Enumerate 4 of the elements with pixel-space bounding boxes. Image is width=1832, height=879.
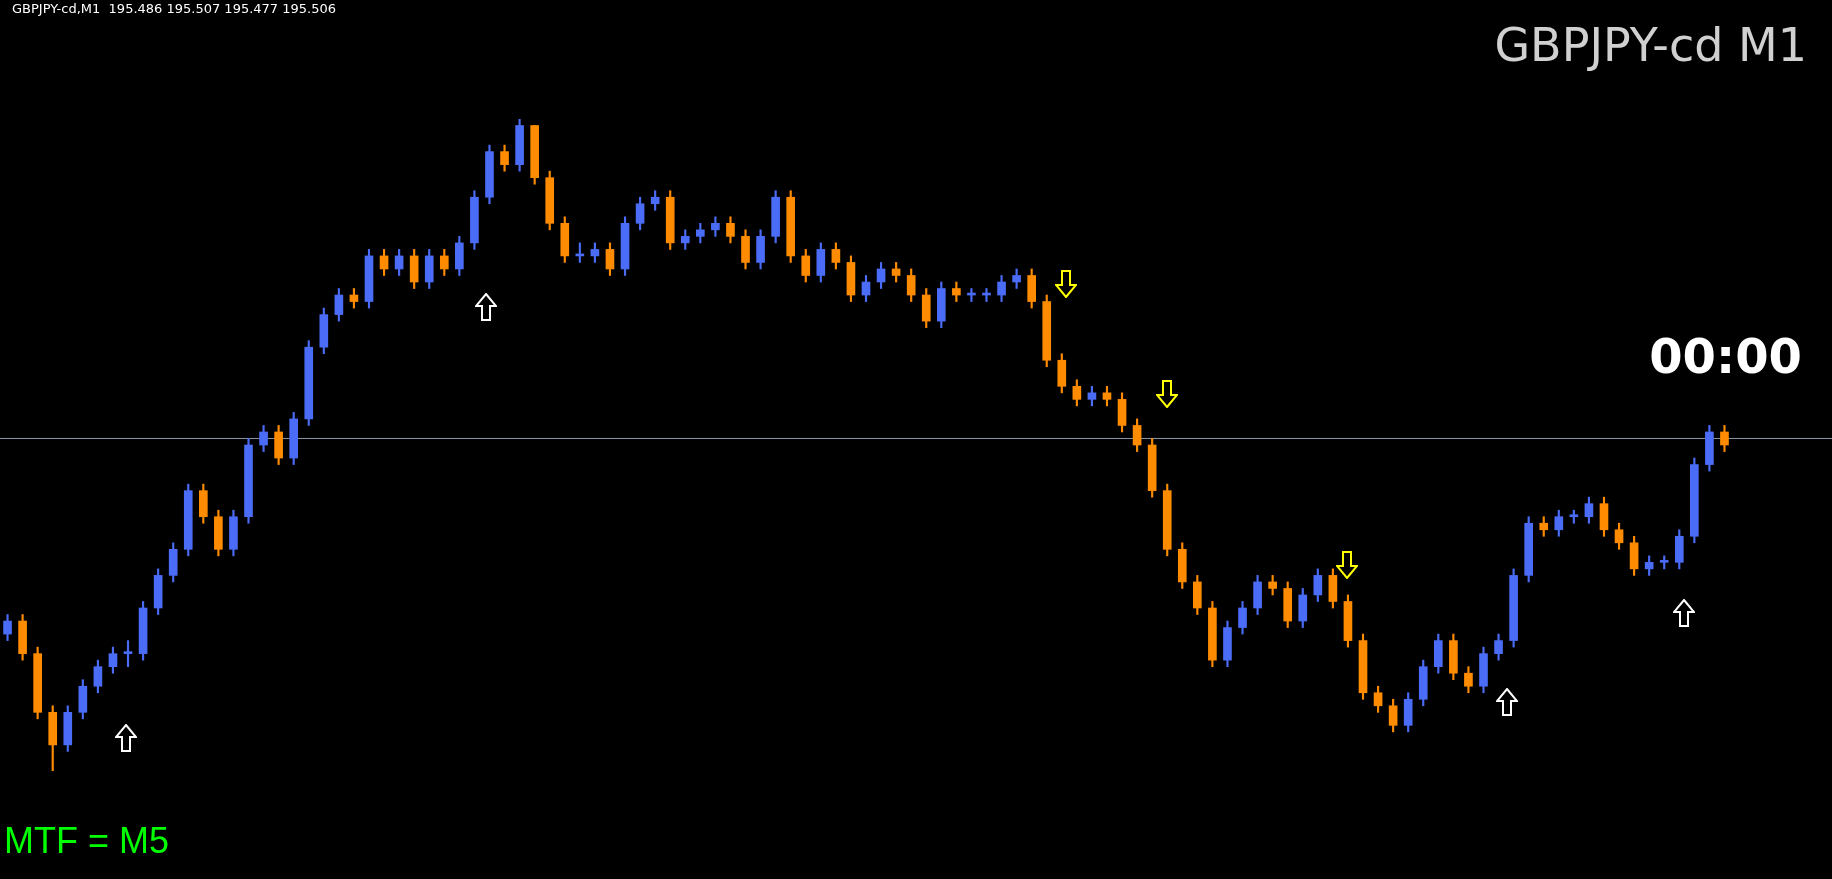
text: MTF = M5 bbox=[4, 820, 170, 862]
annotation: 00:00 bbox=[1649, 328, 1802, 384]
chart-title: GBPJPY-cd M1 bbox=[1494, 18, 1807, 72]
chart-subtitle: GBPJPY-cd,M1 195.486 195.507 195.477 195.506 bbox=[12, 1, 337, 16]
